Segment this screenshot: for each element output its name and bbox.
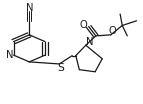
Text: O: O: [108, 26, 116, 36]
Text: O: O: [80, 20, 88, 30]
Text: N: N: [26, 3, 33, 13]
Text: S: S: [57, 63, 64, 73]
Text: N: N: [86, 37, 93, 47]
Text: N: N: [6, 50, 14, 60]
